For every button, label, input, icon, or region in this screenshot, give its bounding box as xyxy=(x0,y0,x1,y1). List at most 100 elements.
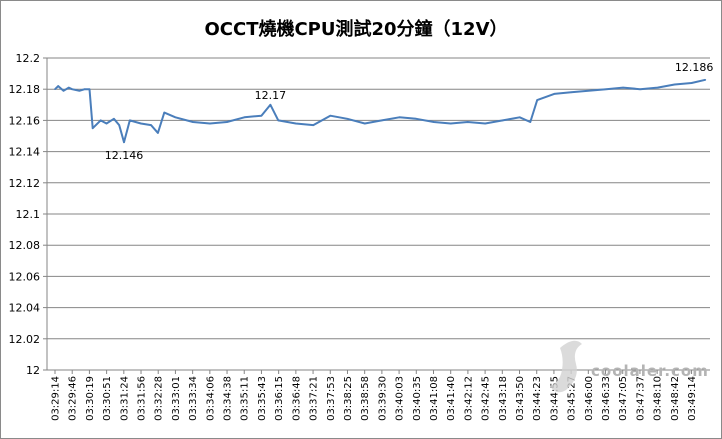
x-tick-label: 03:46:33 xyxy=(601,376,612,421)
x-tick-label: 03:48:10 xyxy=(653,376,664,421)
x-tick-label: 03:31:56 xyxy=(137,376,148,421)
data-label: 12.186 xyxy=(675,61,714,74)
watermark: coolaler.com xyxy=(550,340,709,393)
x-tick-label: 03:47:05 xyxy=(618,376,629,421)
x-tick-label: 03:33:01 xyxy=(171,376,182,421)
x-tick-label: 03:30:19 xyxy=(85,376,96,421)
y-tick-label: 12.14 xyxy=(9,146,41,159)
data-point xyxy=(501,119,504,122)
x-tick-label: 03:48:42 xyxy=(670,376,681,421)
data-point xyxy=(529,121,532,123)
data-point xyxy=(57,85,59,87)
data-point xyxy=(209,122,211,125)
x-tick-label: 03:42:45 xyxy=(481,376,492,421)
x-tick-label: 03:29:46 xyxy=(68,376,79,421)
data-point xyxy=(83,88,86,90)
data-point xyxy=(553,93,555,95)
data-point xyxy=(105,122,108,125)
y-tick-label: 12.2 xyxy=(16,52,41,65)
data-point xyxy=(140,122,142,125)
data-point xyxy=(484,122,487,125)
data-point xyxy=(518,116,521,119)
x-tick-label: 03:36:15 xyxy=(274,376,285,421)
x-tick-label: 03:29:14 xyxy=(51,376,62,421)
y-tick-label: 12.1 xyxy=(16,208,41,221)
x-tick-label: 03:39:30 xyxy=(377,376,388,421)
data-point xyxy=(123,141,125,144)
y-tick-label: 12.16 xyxy=(9,114,41,127)
y-axis: 12.2 12.18 12.16 12.14 12.12 12.1 12.08 12.06 12… xyxy=(9,52,48,377)
x-tick-label: 03:37:21 xyxy=(309,376,320,421)
data-point xyxy=(192,121,194,123)
x-tick-label: 03:38:25 xyxy=(343,376,354,421)
data-point xyxy=(54,88,56,90)
y-tick-label: 12.02 xyxy=(9,333,41,346)
x-tick-label: 03:49:14 xyxy=(687,376,698,421)
x-tick-label: 03:35:11 xyxy=(240,376,251,421)
data-point xyxy=(71,88,73,90)
data-point xyxy=(329,114,332,117)
x-tick-label: 03:41:40 xyxy=(446,376,457,421)
data-point xyxy=(277,119,280,122)
watermark-text: coolaler.com xyxy=(591,362,709,380)
data-point xyxy=(67,86,70,89)
data-point xyxy=(449,122,452,125)
data-point xyxy=(656,86,659,89)
y-tick-label: 12.04 xyxy=(9,302,41,315)
x-tick-label: 03:34:06 xyxy=(205,376,216,421)
data-point xyxy=(118,124,120,126)
x-tick-label: 03:33:34 xyxy=(188,376,199,421)
x-tick-label: 03:38:58 xyxy=(360,376,371,421)
x-tick-label: 03:32:28 xyxy=(154,376,165,421)
data-point xyxy=(163,111,166,114)
series-group xyxy=(54,78,707,144)
data-point xyxy=(312,124,315,126)
data-point xyxy=(432,121,435,123)
data-point xyxy=(398,116,401,119)
y-tick-label: 12.18 xyxy=(9,83,41,96)
data-point xyxy=(639,88,641,90)
data-point xyxy=(704,79,707,81)
x-tick-label: 03:47:37 xyxy=(635,376,646,421)
x-tick-label: 03:35:43 xyxy=(257,376,268,421)
data-point xyxy=(128,119,131,122)
x-tick-label: 03:36:48 xyxy=(291,376,302,421)
data-point xyxy=(673,83,676,86)
data-point xyxy=(622,86,624,89)
y-tick-label: 12 xyxy=(26,364,40,377)
x-tick-label: 03:30:51 xyxy=(102,376,113,421)
data-point xyxy=(570,91,572,94)
data-point xyxy=(536,99,538,101)
x-tick-label: 03:43:18 xyxy=(498,376,509,421)
x-tick-label: 03:44:23 xyxy=(532,376,543,421)
y-tick-label: 12.12 xyxy=(9,177,41,190)
data-label: 12.17 xyxy=(255,89,287,102)
data-point xyxy=(99,119,102,122)
y-tick-label: 12.06 xyxy=(9,270,41,283)
x-tick-label: 03:40:35 xyxy=(412,376,423,421)
y-tick-label: 12.08 xyxy=(9,239,41,252)
x-axis: 03:29:14 03:29:46 03:30:19 03:30:51 03:31:24… xyxy=(47,369,710,421)
data-point xyxy=(62,89,65,92)
x-tick-label: 03:45:27 xyxy=(567,376,578,421)
x-tick-label: 03:44:55 xyxy=(549,376,560,421)
x-tick-label: 03:42:12 xyxy=(463,376,474,421)
data-point xyxy=(260,114,263,117)
x-tick-label: 03:31:24 xyxy=(119,376,130,421)
x-tick-label: 03:37:53 xyxy=(326,376,337,421)
data-point xyxy=(78,89,81,92)
chart-title: OCCT燒機CPU測試20分鐘（12V） xyxy=(204,18,507,40)
data-point xyxy=(157,132,159,134)
data-point xyxy=(150,124,152,126)
data-point xyxy=(269,104,272,106)
data-point xyxy=(91,127,94,129)
data-point xyxy=(243,116,246,119)
data-label: 12.146 xyxy=(105,149,144,162)
data-point xyxy=(690,82,693,84)
x-tick-label: 03:43:50 xyxy=(515,376,526,421)
data-labels: 12.146 12.17 12.186 xyxy=(105,61,714,162)
data-point xyxy=(113,118,115,120)
data-point xyxy=(587,89,590,92)
